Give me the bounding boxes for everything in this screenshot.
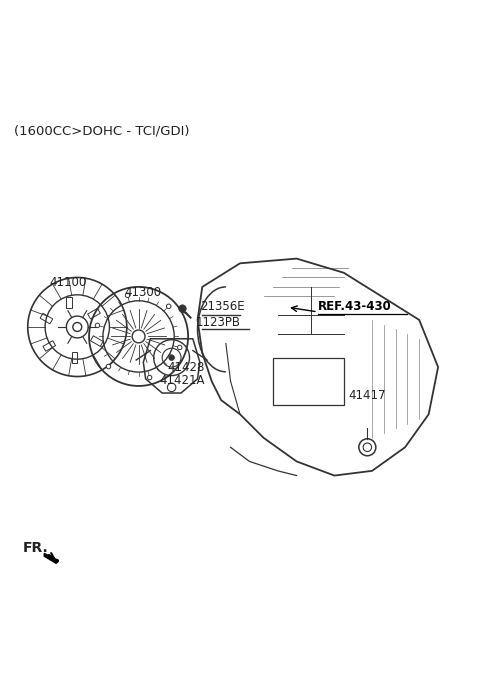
Circle shape — [95, 323, 100, 328]
Circle shape — [178, 346, 182, 350]
Text: (1600CC>DOHC - TCI/GDI): (1600CC>DOHC - TCI/GDI) — [13, 124, 189, 137]
Text: 1123PB: 1123PB — [195, 316, 240, 329]
Circle shape — [125, 293, 130, 297]
Bar — [72, 352, 77, 363]
Bar — [43, 341, 56, 351]
Circle shape — [179, 305, 186, 313]
Circle shape — [73, 322, 82, 331]
Bar — [91, 336, 103, 346]
Polygon shape — [44, 554, 59, 563]
Text: REF.43-430: REF.43-430 — [318, 300, 392, 313]
Circle shape — [132, 330, 145, 343]
Text: 21356E: 21356E — [200, 300, 244, 313]
Circle shape — [147, 375, 152, 380]
Bar — [88, 308, 100, 319]
Bar — [40, 313, 53, 324]
Text: 41100: 41100 — [49, 276, 86, 289]
Bar — [66, 297, 72, 308]
Circle shape — [169, 354, 174, 361]
Text: 41421A: 41421A — [160, 374, 205, 387]
Circle shape — [106, 364, 111, 369]
Text: 41300: 41300 — [124, 286, 162, 299]
Circle shape — [167, 304, 171, 308]
Text: FR.: FR. — [23, 541, 49, 555]
Text: 41417: 41417 — [348, 390, 386, 403]
Text: 41428: 41428 — [167, 361, 204, 374]
Bar — [273, 358, 344, 405]
